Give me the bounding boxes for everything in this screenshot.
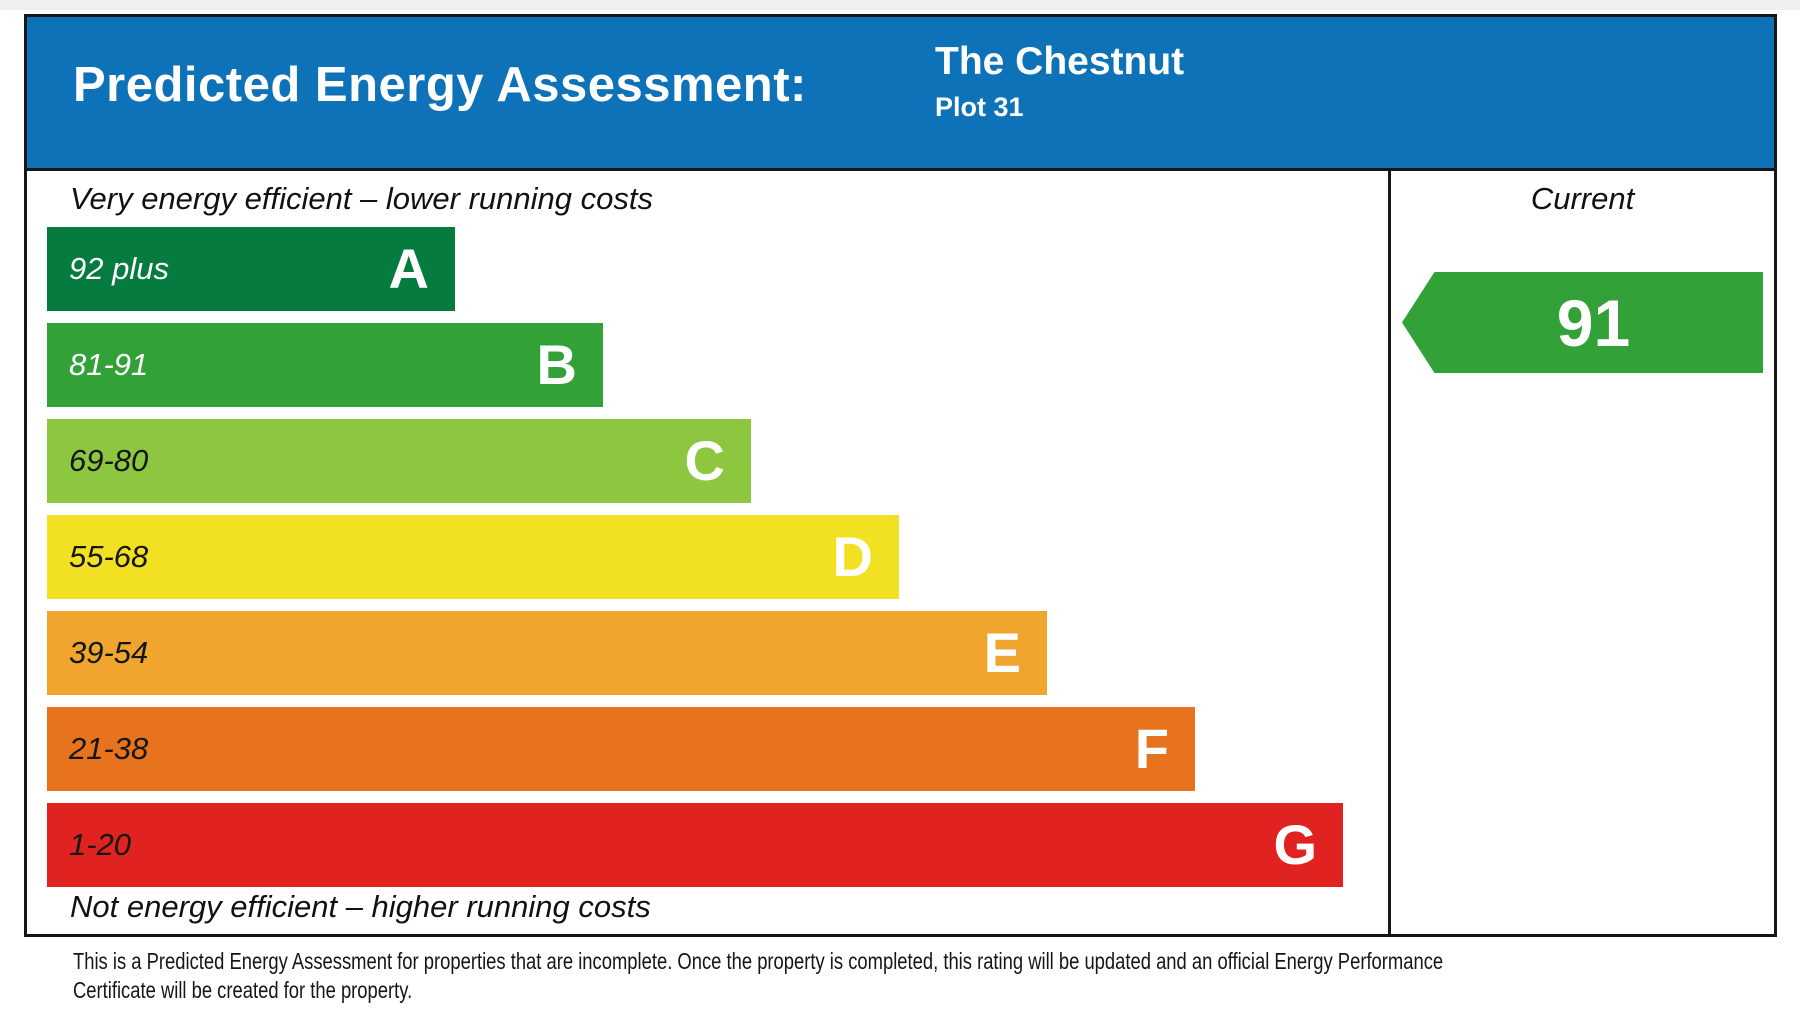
band-range-label: 92 plus <box>69 251 169 286</box>
page-top-edge <box>0 0 1800 10</box>
plot-number: Plot 31 <box>935 92 1024 122</box>
chart-body: Very energy efficient – lower running co… <box>27 171 1774 934</box>
footnote: This is a Predicted Energy Assessment fo… <box>73 947 1443 1005</box>
band-bar-G: 1-20 G <box>47 803 1343 887</box>
header-banner: Predicted Energy Assessment: The Chestnu… <box>27 17 1774 171</box>
band-row-D: 55-68 D <box>47 515 1388 599</box>
band-letter: A <box>388 237 429 300</box>
band-bar-C: 69-80 C <box>47 419 751 503</box>
epc-chart: Predicted Energy Assessment: The Chestnu… <box>24 14 1777 937</box>
current-rating-pointer: 91 <box>1402 272 1763 373</box>
band-row-F: 21-38 F <box>47 707 1388 791</box>
footnote-line-1: This is a Predicted Energy Assessment fo… <box>73 948 1444 974</box>
rating-bands: 92 plus A 81-91 B 69-80 C 55-68 D 39-54 E 21-38 F 1-… <box>47 227 1388 899</box>
band-row-E: 39-54 E <box>47 611 1388 695</box>
property-name: The Chestnut <box>935 40 1185 83</box>
band-bar-A: 92 plus A <box>47 227 455 311</box>
band-range-label: 69-80 <box>69 443 149 478</box>
band-bar-E: 39-54 E <box>47 611 1047 695</box>
band-letter: F <box>1134 717 1169 780</box>
band-row-G: 1-20 G <box>47 803 1388 887</box>
band-range-label: 1-20 <box>69 827 132 862</box>
band-range-label: 55-68 <box>69 539 149 574</box>
band-range-label: 39-54 <box>69 635 149 670</box>
band-letter: B <box>536 333 577 396</box>
top-scale-label: Very energy efficient – lower running co… <box>70 181 653 216</box>
band-letter: E <box>983 621 1021 684</box>
band-row-C: 69-80 C <box>47 419 1388 503</box>
band-bar-D: 55-68 D <box>47 515 899 599</box>
band-row-B: 81-91 B <box>47 323 1388 407</box>
bottom-scale-label: Not energy efficient – higher running co… <box>70 889 651 924</box>
current-rating-value: 91 <box>1556 285 1631 360</box>
band-letter: G <box>1273 813 1317 876</box>
rating-scale-column: Very energy efficient – lower running co… <box>27 171 1391 934</box>
band-letter: D <box>832 525 873 588</box>
footnote-line-2: Certificate will be created for the prop… <box>73 977 413 1003</box>
band-letter: C <box>684 429 725 492</box>
band-range-label: 21-38 <box>69 731 149 766</box>
property-block: The Chestnut Plot 31 <box>935 40 1184 122</box>
band-bar-B: 81-91 B <box>47 323 603 407</box>
current-column-header: Current <box>1530 181 1635 216</box>
band-bar-F: 21-38 F <box>47 707 1195 791</box>
band-row-A: 92 plus A <box>47 227 1388 311</box>
current-rating-column: Current 91 <box>1391 171 1774 934</box>
page-title: Predicted Energy Assessment: <box>73 58 807 112</box>
band-range-label: 81-91 <box>69 347 149 382</box>
